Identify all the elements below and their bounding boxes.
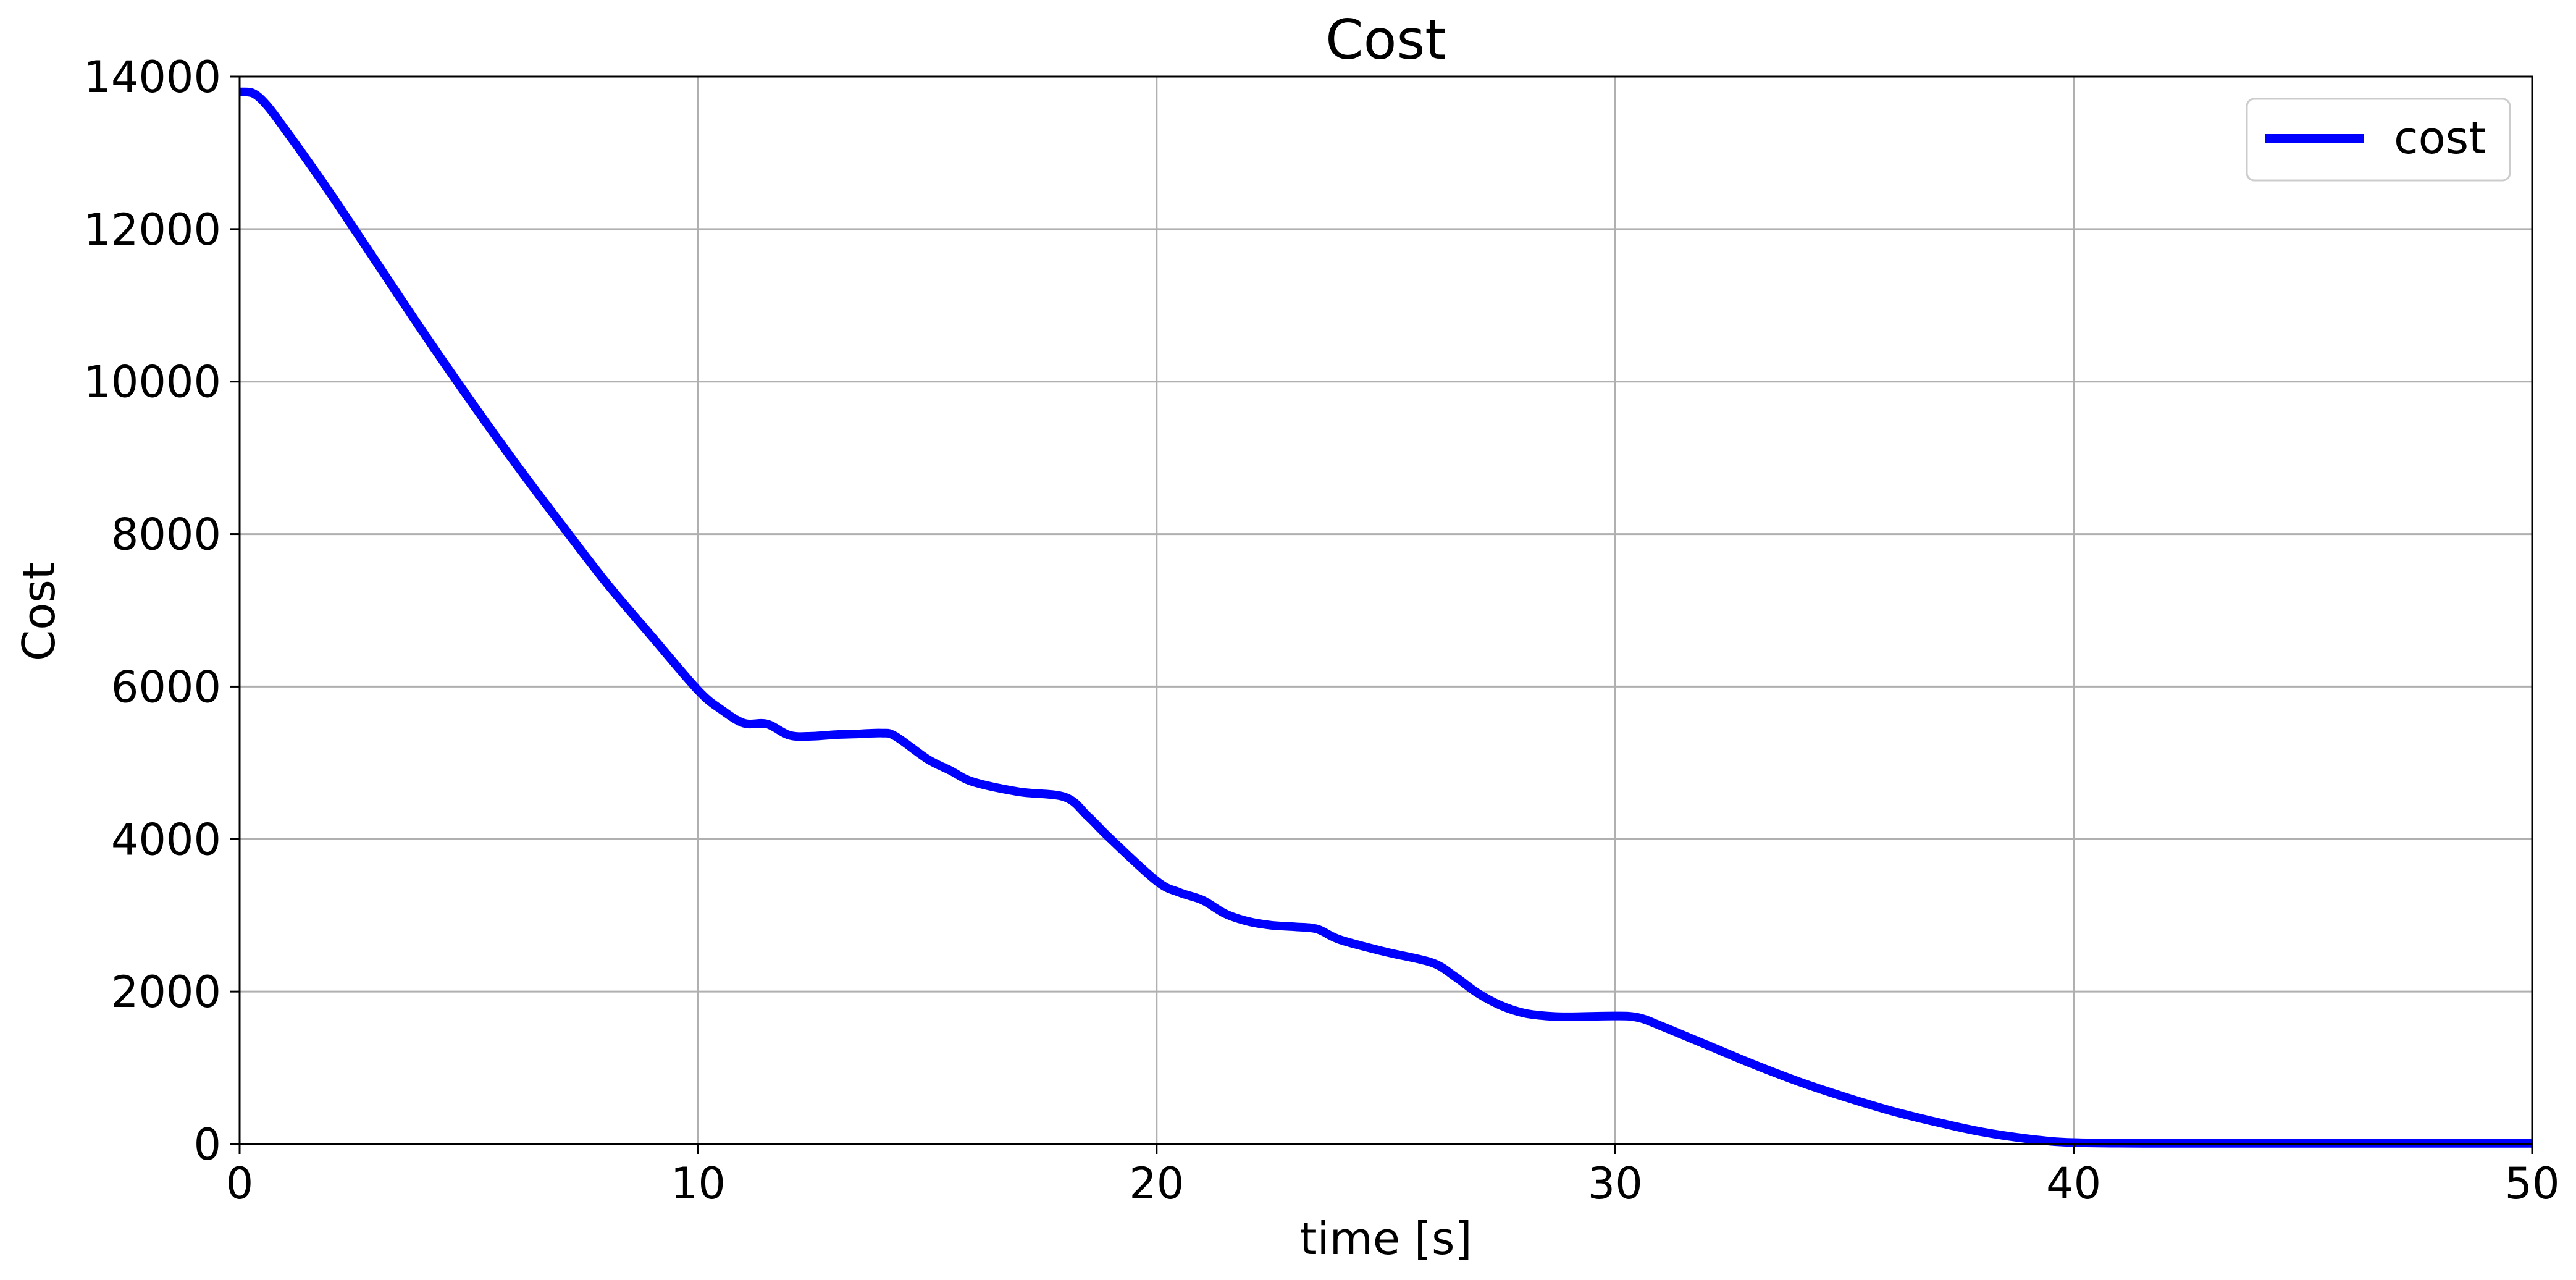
y-axis-label: Cost xyxy=(13,562,65,661)
x-tick-label: 50 xyxy=(2504,1158,2559,1209)
x-tick-label: 10 xyxy=(671,1158,726,1209)
x-tick-label: 40 xyxy=(2046,1158,2101,1209)
x-tick-label: 20 xyxy=(1129,1158,1184,1209)
y-tick-label: 2000 xyxy=(111,967,221,1017)
x-tick-label: 0 xyxy=(226,1158,254,1209)
x-axis-label: time [s] xyxy=(1299,1213,1472,1265)
chart-title: Cost xyxy=(1325,8,1446,72)
axis-ticks: 0 10 20 30 40 50 0 2000 4000 6000 8000 10000 12000 14… xyxy=(83,52,2559,1209)
series-layer xyxy=(239,87,2532,1148)
x-tick-label: 30 xyxy=(1588,1158,1643,1209)
y-tick-label: 14000 xyxy=(83,52,221,103)
legend-box xyxy=(2246,98,2511,182)
y-tick-label: 8000 xyxy=(111,510,221,560)
y-tick-label: 4000 xyxy=(111,814,221,865)
plot-frame xyxy=(238,75,2533,1145)
series-line-cost xyxy=(239,87,2532,1148)
y-tick-label: 0 xyxy=(193,1119,221,1170)
y-tick-label: 12000 xyxy=(83,204,221,255)
legend: cost xyxy=(2246,98,2511,182)
y-tick-label: 6000 xyxy=(111,662,221,712)
legend-label-cost: cost xyxy=(2394,112,2486,164)
grid-lines xyxy=(238,75,2533,1145)
y-tick-label: 10000 xyxy=(83,357,221,408)
